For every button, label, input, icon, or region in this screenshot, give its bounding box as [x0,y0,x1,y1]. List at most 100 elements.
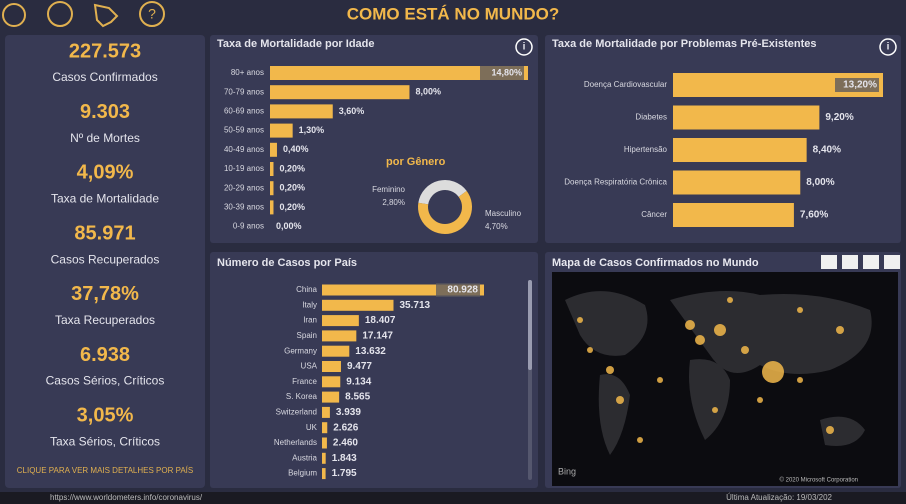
last-update: Última Atualização: 19/03/202 [726,493,832,502]
detail-link[interactable]: CLIQUE PARA VER MAIS DETALHES POR PAÍS [17,466,194,475]
value-label: 8.565 [345,392,370,403]
label-box [835,78,879,92]
more-button[interactable] [884,255,900,269]
map-bubbles [577,297,844,443]
value-label: 80.928 [447,285,478,296]
value-label: 0,40% [283,144,309,154]
value-label: 17.147 [362,331,393,342]
category-label: 30-39 anos [224,203,264,212]
info-mark: i [523,42,526,53]
info-icons [515,38,897,56]
category-label: China [296,285,317,294]
category-label: Diabetes [635,113,667,122]
value-label: 0,00% [276,221,302,231]
value-label: 3,60% [339,106,365,116]
legend-label: Feminino [372,185,405,194]
category-label: Italy [302,300,317,309]
map-land [565,291,872,455]
info-mark: i [887,42,890,53]
globe-icon[interactable] [47,1,73,27]
legend-label: Masculino [485,209,522,218]
bar [322,437,327,449]
expand-button[interactable] [863,255,879,269]
category-label: Austria [292,453,317,462]
label-box [436,283,480,297]
bar [673,170,801,195]
bar [322,361,341,372]
category-label: Doença Respiratória Crônica [564,178,667,187]
label-box [480,66,524,80]
value-label: 1.843 [332,453,357,464]
kpi-label: Casos Sérios, Críticos [46,374,165,388]
category-label: UK [306,423,318,432]
value-label: 4,70% [485,222,508,231]
map-toolbar [821,255,900,269]
category-label: Spain [297,331,317,340]
value-label: 2.626 [333,422,358,433]
kpi-value: 3,05% [77,404,134,426]
value-label: 0,20% [279,163,305,173]
map-logo: Bing [558,466,576,476]
category-label: 20-29 anos [224,183,264,192]
bar [270,181,274,196]
bar [322,330,357,342]
kpi-value: 9.303 [80,101,130,123]
value-label: 1,30% [299,125,325,135]
help-mark: ? [148,6,156,22]
chart-title: Número de Casos por País [217,257,357,269]
category-label: 60-69 anos [224,107,264,116]
category-label: S. Korea [286,392,318,401]
value-label: 13,20% [843,80,877,91]
category-label: USA [301,362,318,371]
category-label: Germany [284,346,317,355]
scroll-thumb[interactable] [528,280,532,370]
value-label: 9,20% [825,112,853,123]
kpi-value: 4,09% [77,162,134,184]
source-url[interactable]: https://www.worldometers.info/coronaviru… [50,493,203,502]
value-label: 2.460 [333,438,358,449]
value-label: 8,40% [813,145,841,156]
category-label: 50-59 anos [224,126,264,135]
bar [270,66,528,80]
value-label: 18.407 [365,315,396,326]
bar [673,203,794,227]
bar [673,105,820,130]
donut-slice [418,190,472,234]
info-icon[interactable] [515,38,533,56]
bar [322,376,341,388]
filter-button[interactable] [842,255,858,269]
page-title: COMO ESTÁ NO MUNDO? [347,4,560,23]
value-label: 7,60% [800,210,828,221]
value-label: 3.939 [336,407,361,418]
logo-icon[interactable] [2,3,26,27]
status-bar [0,492,906,504]
kpi-label: Taxa Sérios, Críticos [50,434,160,448]
category-label: 80+ anos [231,68,264,77]
kpi-label: Casos Confirmados [52,70,157,84]
brazil-icon[interactable] [93,3,119,28]
bar [322,468,326,480]
bar [270,142,277,157]
country-panel [210,252,538,488]
bar [322,315,359,327]
kpi-panel [5,35,205,488]
category-label: 0-9 anos [233,222,264,231]
bar [673,138,807,162]
bar [322,406,330,418]
bar [270,162,274,176]
info-icon[interactable] [879,38,897,56]
kpi-label: Casos Recuperados [51,252,160,266]
value-label: 9.134 [346,376,371,387]
pin-button[interactable] [821,255,837,269]
value-label: 8,00% [806,177,834,188]
value-label: 2,80% [382,198,405,207]
bar [322,452,326,464]
category-label: Iran [303,316,317,325]
value-label: 35.713 [399,300,430,311]
kpi-label: Taxa de Mortalidade [51,192,159,206]
kpi-value: 6.938 [80,344,130,366]
category-label: 70-79 anos [224,87,264,96]
help-icon[interactable] [139,1,165,27]
bar [270,123,293,138]
